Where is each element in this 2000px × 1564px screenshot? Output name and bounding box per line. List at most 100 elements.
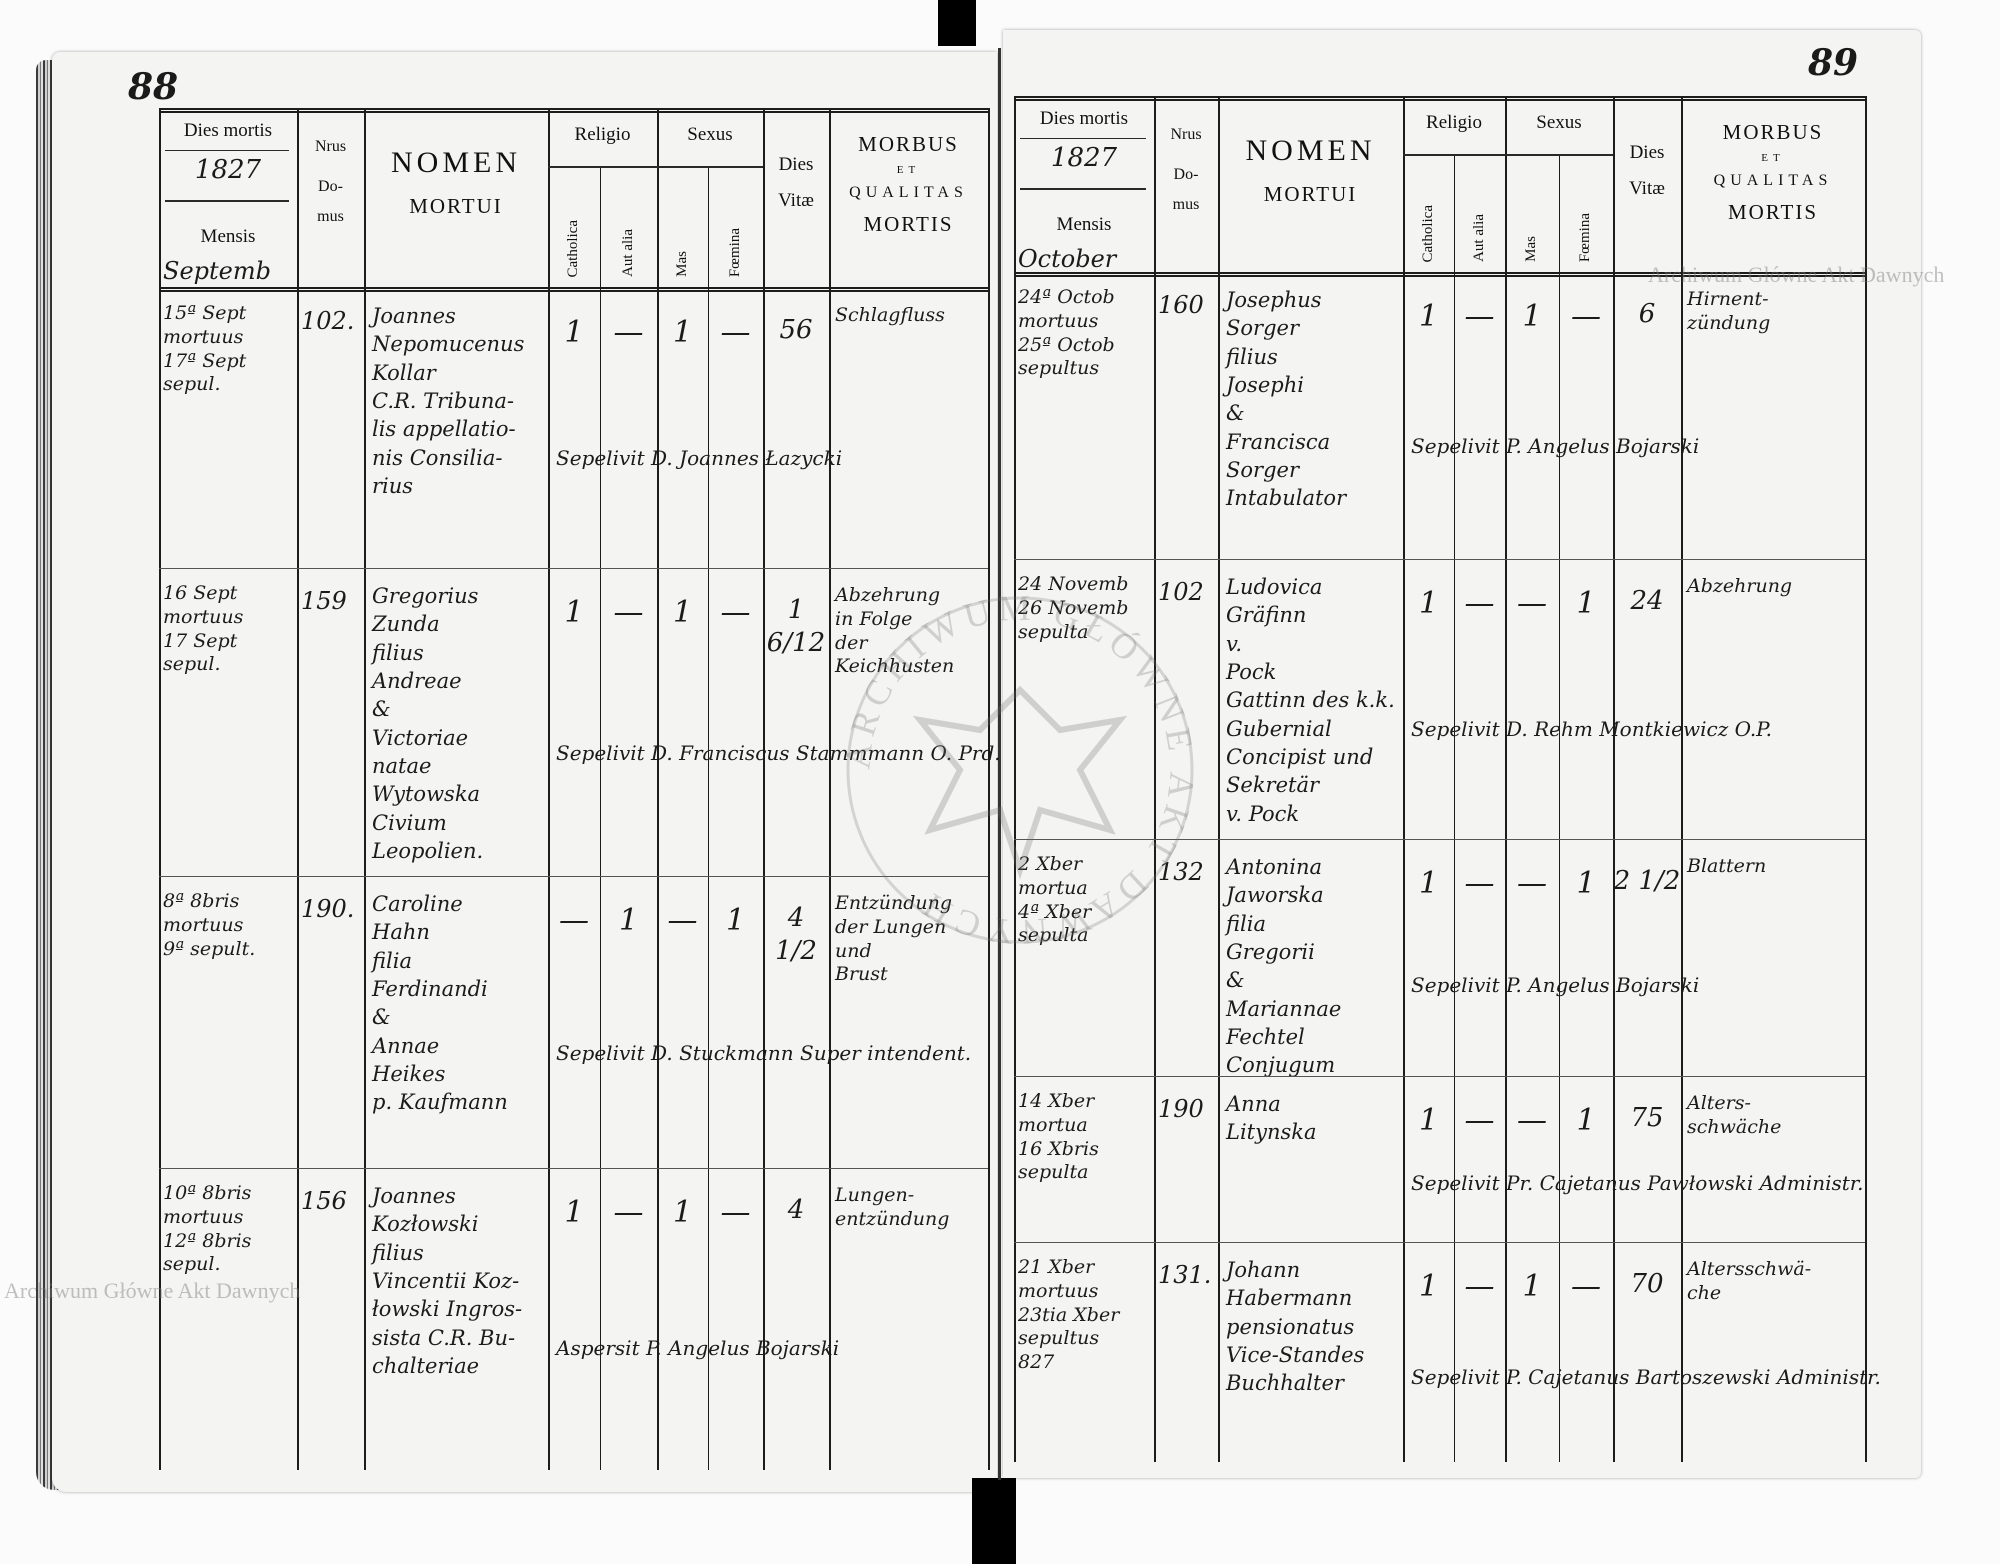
right-entry-nrus-domus: 160 (1158, 291, 1204, 319)
left-entry-mas: — (667, 903, 698, 938)
right-year-rule-bottom (1020, 188, 1146, 190)
right-entry-mas: — (1517, 1103, 1547, 1138)
right-entry-dies-vitae: 2 1/2 (1613, 866, 1681, 896)
right-year-rule-top (1020, 138, 1146, 139)
right-entry-mas: — (1517, 586, 1547, 621)
right-column-rule (1014, 96, 1016, 1462)
left-entry-dies-vitae: 4 (787, 1195, 805, 1225)
right-entry-catholica: 1 (1418, 299, 1439, 334)
left-entry-nomen: Caroline Hahn filia Ferdinandi & Annae H… (372, 892, 508, 1115)
right-header-dies: Dies (1629, 142, 1665, 163)
right-entry-catholica: 1 (1418, 586, 1439, 621)
right-entry-mas: 1 (1522, 1269, 1542, 1304)
right-column-rule (1865, 96, 1867, 1462)
right-entry-sepelivit: Sepelivit D. Rehm Montkiewicz O.P. (1411, 717, 1772, 741)
right-entry-dies-vitae: 6 (1638, 299, 1656, 329)
right-row-rule (1014, 559, 1865, 560)
left-entry-nrus-domus: 190. (301, 895, 355, 923)
right-entry-catholica: 1 (1418, 1103, 1439, 1138)
right-header-nomen: NOMEN (1245, 134, 1376, 167)
right-entry-aut-alia: — (1464, 299, 1495, 334)
right-entry-foemina: — (1571, 1269, 1601, 1304)
right-header-year: 1827 (1050, 143, 1118, 173)
left-page (52, 52, 997, 1492)
right-row-rule (1014, 1242, 1865, 1243)
left-page-number: 88 (128, 66, 179, 108)
right-entry-sepelivit: Sepelivit P. Cajetanus Bartoszewski Admi… (1411, 1364, 1881, 1389)
left-entry-catholica: 1 (564, 315, 584, 350)
left-header-mortui: MORTUI (409, 194, 503, 218)
left-entry-morbus: Schlagfluss (835, 304, 945, 326)
left-entry-morbus: Entzündung der Lungen und Brust (835, 892, 953, 986)
right-header-sexus: Sexus (1536, 112, 1582, 133)
left-entry-nomen: Joannes Kozłowski filius Vincentii Koz- … (372, 1184, 523, 1379)
right-entry-morbus: Alters- schwäche (1687, 1092, 1782, 1138)
right-entry-dies-vitae: 24 (1630, 586, 1664, 616)
left-column-rule (548, 108, 550, 1470)
left-entry-sepelivit: Sepelivit D. Joannes Łazycki (556, 446, 843, 470)
svg-text:ARCHIWUM GŁÓWNE AKT DAWNYCH: ARCHIWUM GŁÓWNE AKT DAWNYCH (837, 588, 1202, 953)
right-entry-foemina: 1 (1576, 866, 1596, 901)
left-entry-foemina: — (720, 315, 751, 350)
left-header-mortis: MORTIS (863, 212, 954, 236)
left-entry-dies-mortis: 10ª 8bris mortuus 12ª 8bris sepul. (163, 1182, 252, 1276)
left-entry-catholica: — (559, 903, 589, 938)
gutter-line (998, 48, 1001, 1480)
right-header-domus-2: mus (1172, 196, 1200, 213)
left-column-rule (988, 108, 990, 1470)
left-header-morbus: MORBUS (858, 132, 959, 156)
right-entry-morbus: Altersschwä- che (1687, 1258, 1812, 1304)
left-entry-foemina: — (720, 1195, 751, 1230)
right-column-rule (1218, 96, 1220, 1462)
left-entry-foemina: 1 (725, 903, 746, 938)
right-column-rule (1681, 96, 1683, 1462)
right-entry-nomen: Josephus Sorger filius Josephi & Francis… (1226, 288, 1347, 511)
right-header-rule (1014, 272, 1865, 277)
left-entry-nomen: Gregorius Zunda filius Andreae & Victori… (372, 584, 484, 864)
right-page (1003, 30, 1921, 1478)
spine-tab-top (938, 0, 976, 46)
right-entry-dies-vitae: 70 (1630, 1269, 1664, 1299)
right-header-foemina: Fœmina (1577, 212, 1593, 262)
right-header-vitae: Vitæ (1629, 178, 1665, 199)
left-row-rule (159, 568, 988, 569)
left-entry-nrus-domus: 159 (301, 587, 347, 615)
left-column-rule (829, 108, 831, 1470)
left-entry-catholica: 1 (564, 595, 584, 630)
right-entry-aut-alia: — (1464, 586, 1495, 621)
left-entry-aut-alia: — (613, 595, 644, 630)
left-entry-morbus: Abzehrung in Folge der Keichhusten (835, 584, 955, 678)
left-header-dies-mortis: Dies mortis (183, 120, 273, 141)
right-entry-morbus: Abzehrung (1687, 575, 1793, 597)
left-entry-aut-alia: — (613, 315, 644, 350)
right-entry-nomen: Antonina Jaworska filia Gregorii & Maria… (1226, 855, 1342, 1078)
left-entry-sepelivit: Sepelivit D. Stuckmann Super intendent. (556, 1040, 972, 1065)
spine-tab-bottom (972, 1478, 1016, 1564)
left-header-foemina: Fœmina (726, 227, 743, 277)
watermark-left: Archiwum Główne Akt Dawnych (4, 1278, 301, 1303)
left-column-rule (159, 108, 161, 1470)
right-header-mensis: Mensis (1056, 214, 1112, 235)
right-entry-foemina: 1 (1576, 586, 1596, 621)
left-header-dies: Dies (778, 154, 814, 175)
left-entry-nrus-domus: 102. (301, 307, 355, 335)
left-header-nomen: NOMEN (391, 146, 521, 179)
left-header-domus-1: Do- (318, 178, 343, 195)
watermark-right: Archiwum Główne Akt Dawnych (1648, 262, 1945, 287)
right-row-rule (1014, 839, 1865, 840)
right-page-number: 89 (1808, 42, 1859, 84)
right-religio-rule (1403, 154, 1613, 156)
right-header-domus-1: Do- (1173, 166, 1199, 183)
left-entry-mas: 1 (672, 315, 693, 350)
right-entry-nomen: Johann Habermann pensionatus Vice-Stande… (1226, 1258, 1365, 1396)
right-entry-dies-mortis: 24ª Octob mortuus 25ª Octob sepultus (1018, 286, 1115, 380)
left-entry-catholica: 1 (564, 1195, 584, 1230)
left-header-year: 1827 (194, 155, 262, 185)
left-entry-nomen: Joannes Nepomucenus Kollar C.R. Tribuna-… (372, 304, 525, 499)
left-header-sexus: Sexus (687, 124, 733, 145)
left-entry-mas: 1 (672, 595, 693, 630)
right-entry-aut-alia: — (1464, 1269, 1495, 1304)
right-entry-mas: — (1517, 866, 1547, 901)
right-column-rule (1403, 96, 1405, 1462)
right-column-rule (1505, 96, 1507, 1462)
